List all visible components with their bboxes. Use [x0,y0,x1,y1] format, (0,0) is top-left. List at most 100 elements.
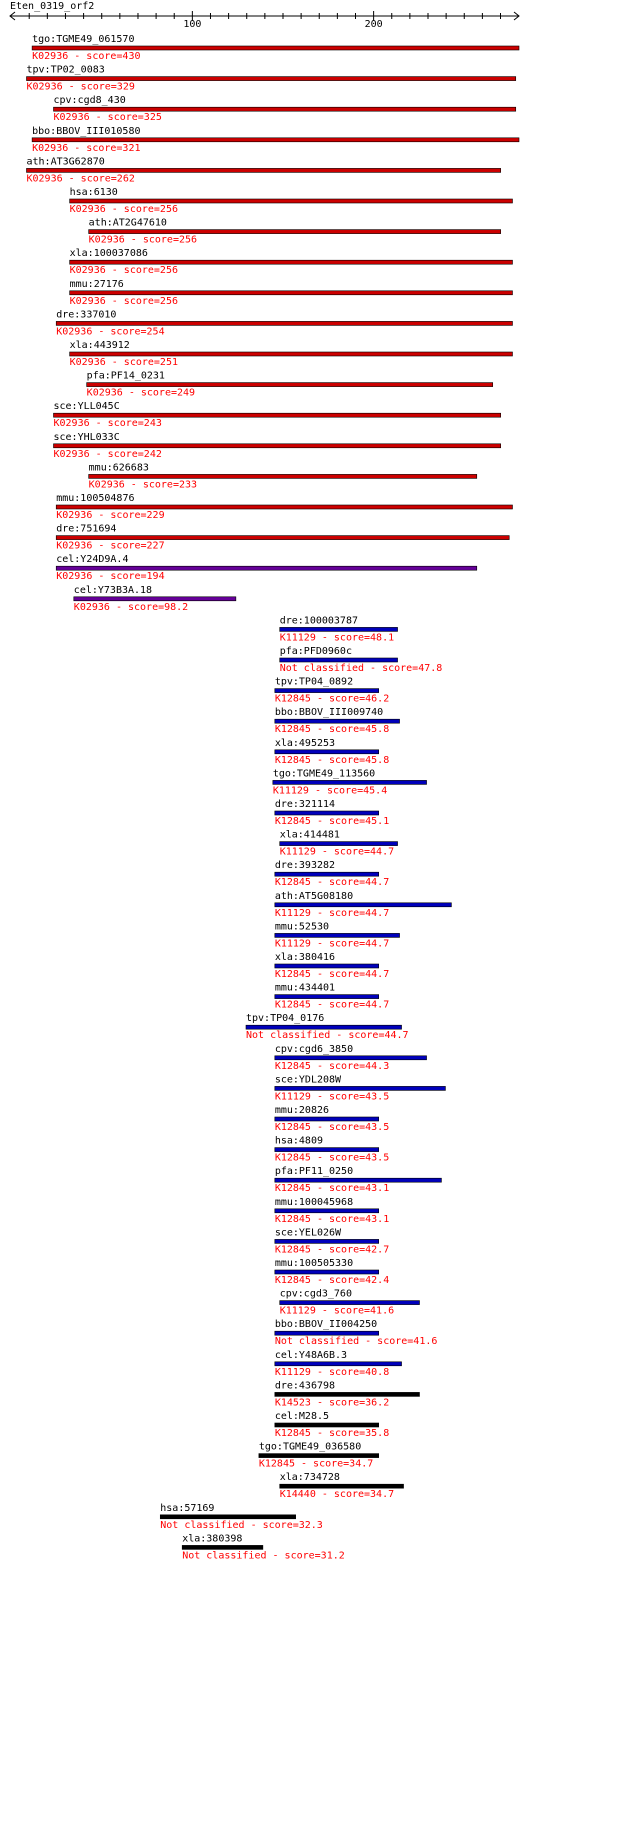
hit-subtitle: K02936 - score=430 [32,51,140,62]
hit-name: cel:M28.5 [275,1411,329,1422]
hit-name: tgo:TGME49_061570 [32,34,134,45]
hit-name: sce:YDL208W [275,1074,342,1085]
hit-bar [53,412,501,418]
hit-name: tpv:TP04_0892 [275,677,353,688]
hit-row: cel:M28.5 K12845 - score=35.8 [274,1411,389,1439]
hit-row: cel:Y73B3A.18 K02936 - score=98.2 [73,585,237,613]
hit-name: dre:393282 [275,860,335,871]
hit-name: cel:Y24D9A.4 [56,554,128,565]
hit-bar [274,1361,402,1367]
hit-name: hsa:4809 [275,1136,323,1147]
hit-bar [88,474,478,479]
hit-bar [274,749,379,755]
hit-name: hsa:6130 [70,187,118,198]
hit-row: cpv:cgd8_430 K02936 - score=325 [53,95,517,123]
hit-row: dre:321114 K12845 - score=45.1 [274,799,389,827]
hit-row: ath:AT2G47610 K02936 - score=256 [88,218,501,246]
hit-row: mmu:100504876 K02936 - score=229 [55,493,513,521]
hit-row: xla:414481 K11129 - score=44.7 [279,830,398,858]
hit-bar [274,994,379,999]
hit-row: tgo:TGME49_061570 K02936 - score=430 [31,34,520,62]
hit-row: dre:436798 K14523 - score=36.2 [274,1380,420,1408]
hit-subtitle: K11129 - score=44.7 [275,908,389,919]
hit-subtitle: K02936 - score=243 [54,418,162,429]
hit-bar [26,168,501,173]
hit-bar [55,535,510,540]
hit-name: cpv:cgd6_3850 [275,1044,353,1055]
hit-subtitle: K02936 - score=262 [26,173,134,184]
hit-row: bbo:BBOV_III010580 K02936 - score=321 [31,126,520,154]
hit-name: hsa:57169 [160,1503,214,1514]
hit-row: mmu:626683 K02936 - score=233 [88,462,478,490]
hit-bar [55,321,513,326]
hit-name: tgo:TGME49_113560 [273,768,375,779]
hit-subtitle: K12845 - score=34.7 [259,1459,373,1470]
hit-name: dre:100003787 [280,615,358,626]
hit-name: pfa:PFD0960c [280,646,352,657]
hit-bar [73,596,237,602]
hit-name: cpv:cgd3_760 [280,1289,352,1300]
hit-row: tpv:TP04_0892 K12845 - score=46.2 [274,677,389,705]
hit-subtitle: K12845 - score=45.1 [275,816,389,827]
hit-subtitle: K12845 - score=35.8 [275,1428,389,1439]
hit-bar [274,1116,379,1122]
hit-row: pfa:PFD0960c Not classified - score=47.8 [279,646,442,674]
hit-row: bbo:BBOV_II004250 Not classified - score=… [274,1319,438,1347]
hit-row: xla:380398 Not classified - score=31.2 [181,1533,345,1561]
hit-bar [69,290,513,296]
hit-bar [245,1024,402,1030]
hit-row: tpv:TP02_0083 K02936 - score=329 [26,65,517,93]
hit-bar [272,780,427,785]
hit-row: hsa:57169 Not classified - score=32.3 [159,1503,323,1531]
hit-subtitle: K11129 - score=44.7 [280,847,394,858]
hit-bar [274,1239,379,1244]
hit-bar [159,1514,296,1520]
hit-bar [274,1147,379,1152]
hit-name: ath:AT3G62870 [26,156,104,167]
hit-bar [181,1545,264,1550]
hit-subtitle: K12845 - score=44.7 [275,969,389,980]
hit-bar [69,351,513,357]
hit-row: sce:YLL045C K02936 - score=243 [53,401,501,429]
hit-bar [55,504,513,510]
x-axis: 100 200 [9,11,520,30]
hit-row: mmu:52530 K11129 - score=44.7 [274,921,400,949]
hit-name: tpv:TP02_0083 [26,65,104,76]
hit-subtitle: K12845 - score=43.5 [275,1153,389,1164]
hit-row: mmu:27176 K02936 - score=256 [69,279,513,307]
hit-name: dre:436798 [275,1380,335,1391]
hit-name: xla:495253 [275,738,335,749]
hit-name: cel:Y73B3A.18 [74,585,152,596]
hit-row: xla:380416 K12845 - score=44.7 [274,952,389,980]
hit-row: sce:YDL208W K11129 - score=43.5 [274,1074,446,1102]
hit-subtitle: K12845 - score=43.1 [275,1183,389,1194]
hit-bar [274,718,400,724]
hit-row: sce:YHL033C K02936 - score=242 [53,432,501,460]
hit-name: bbo:BBOV_II004250 [275,1319,377,1330]
hit-bar [279,841,398,846]
hit-subtitle: K12845 - score=45.8 [275,724,389,735]
hit-row: tpv:TP04_0176 Not classified - score=44.7 [245,1013,409,1041]
hit-list: tgo:TGME49_061570 K02936 - score=430 tpv:T… [26,34,520,1561]
hit-row: pfa:PF14_0231 K02936 - score=249 [86,371,494,399]
hit-name: sce:YHL033C [54,432,120,443]
hit-subtitle: K12845 - score=44.3 [275,1061,389,1072]
hit-name: tgo:TGME49_036580 [259,1442,361,1453]
hit-subtitle: K12845 - score=42.7 [275,1244,389,1255]
hit-name: mmu:20826 [275,1105,329,1116]
hit-bar [53,106,517,112]
hit-bar [279,627,398,632]
hit-name: xla:380416 [275,952,335,963]
hit-bar [274,902,452,908]
hit-subtitle: K14523 - score=36.2 [275,1397,389,1408]
hit-row: xla:100037086 K02936 - score=256 [69,248,513,276]
hit-name: dre:321114 [275,799,335,810]
hit-subtitle: K02936 - score=251 [70,357,178,368]
hit-subtitle: Not classified - score=41.6 [275,1336,438,1347]
hit-name: pfa:PF14_0231 [87,371,165,382]
hit-name: mmu:52530 [275,921,329,932]
hit-name: mmu:100504876 [56,493,134,504]
hit-name: xla:734728 [280,1472,340,1483]
hit-bar [274,1422,379,1428]
